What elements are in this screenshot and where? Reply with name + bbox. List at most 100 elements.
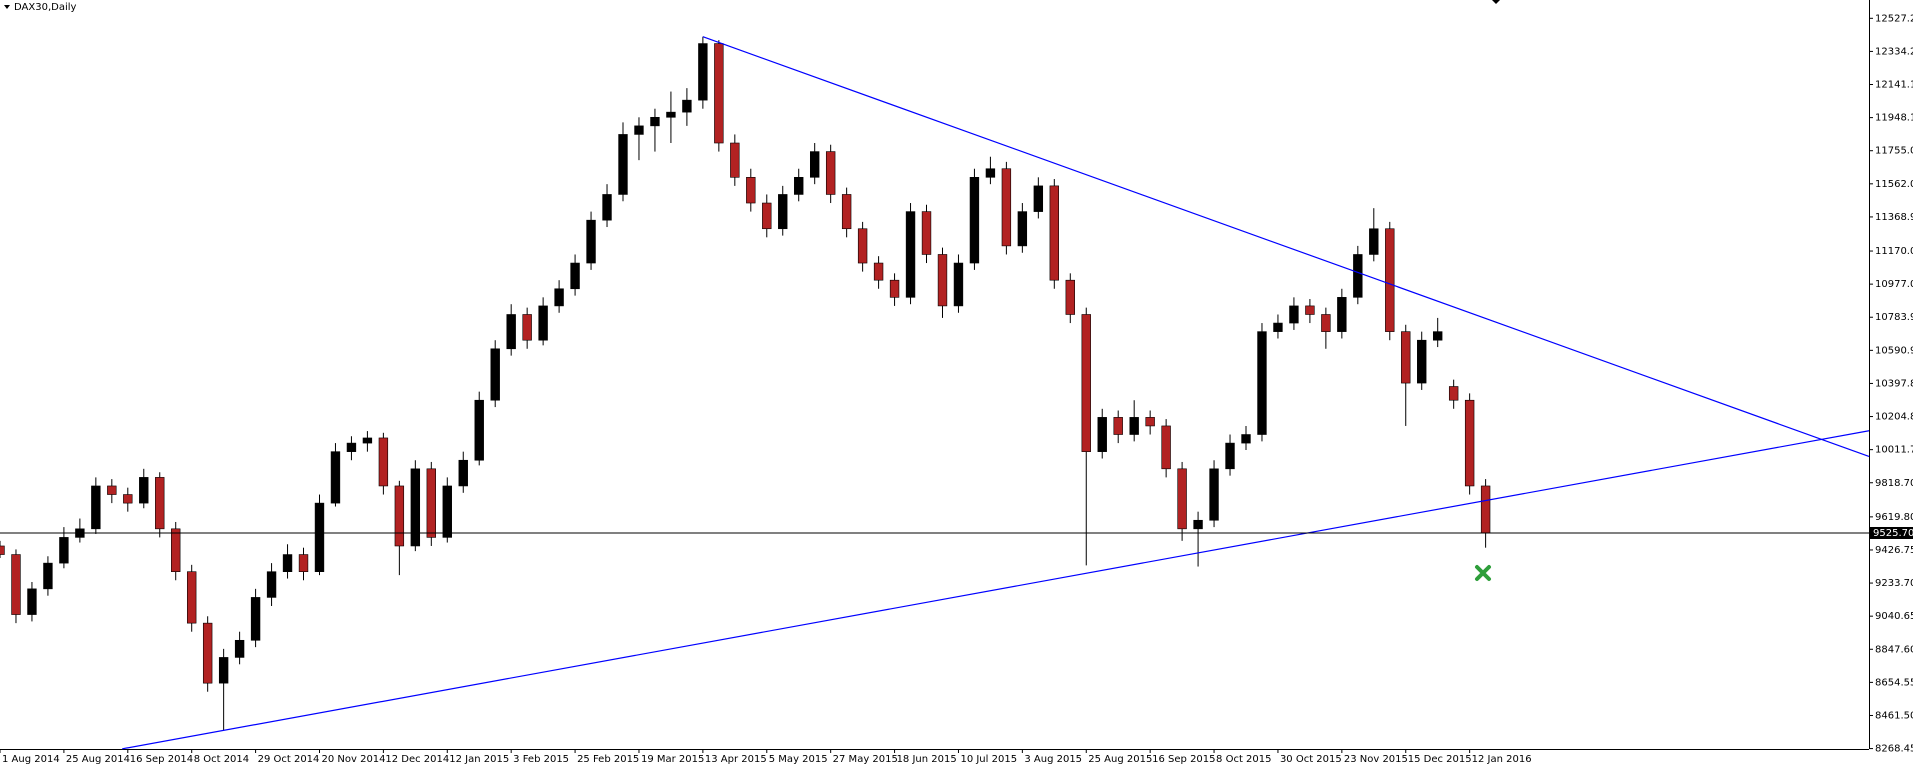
- y-tick-label: 8268.45: [1875, 744, 1913, 755]
- cross-marker: [1475, 565, 1491, 581]
- candle-body: [107, 485, 117, 495]
- candle-body: [714, 43, 724, 144]
- candle-body: [522, 314, 532, 341]
- candle-body: [698, 43, 708, 101]
- candle-body: [873, 262, 884, 281]
- candle-body: [218, 657, 229, 684]
- x-tick-label: 15 Dec 2015: [1408, 754, 1472, 765]
- candle-body: [1129, 417, 1139, 435]
- candle-body: [794, 177, 804, 195]
- x-tick-label: 5 May 2015: [769, 754, 828, 765]
- y-tick-label: 9426.75: [1875, 545, 1913, 556]
- candle-body: [1401, 331, 1411, 384]
- y-tick-label: 11170.00: [1875, 246, 1913, 257]
- x-tick-label: 1 Aug 2014: [2, 754, 60, 765]
- candle-body: [841, 194, 852, 230]
- y-tick-label: 8847.60: [1875, 644, 1913, 655]
- candle-body: [666, 111, 676, 118]
- candle-body: [314, 502, 325, 572]
- y-tick-label: 10783.95: [1875, 312, 1913, 323]
- candle-body: [394, 485, 405, 547]
- y-tick-label: 11948.10: [1875, 113, 1913, 124]
- candle-body: [250, 597, 261, 641]
- y-tick-label: 10977.00: [1875, 279, 1913, 290]
- candle-body: [538, 305, 548, 341]
- candle-body: [458, 459, 468, 487]
- candle-body: [778, 194, 788, 230]
- candle-body: [1113, 417, 1123, 435]
- candle-body: [330, 451, 341, 504]
- candle-body: [362, 437, 373, 444]
- x-tick-label: 27 May 2015: [833, 754, 898, 765]
- candle-body: [1209, 468, 1219, 521]
- candle-body: [139, 477, 149, 504]
- candle-body: [1081, 314, 1091, 452]
- x-tick-label: 12 Jan 2016: [1472, 754, 1532, 765]
- y-tick-label: 10590.90: [1875, 345, 1913, 356]
- y-tick-label: 10011.75: [1875, 445, 1913, 456]
- candle-body: [506, 314, 516, 350]
- candle-body: [1145, 417, 1155, 427]
- candle-body: [1289, 305, 1299, 324]
- candle-body: [1017, 211, 1028, 247]
- y-tick-label: 10397.85: [1875, 378, 1913, 389]
- candle-body: [202, 622, 213, 684]
- candle-body: [123, 494, 133, 504]
- price-label-box: [1870, 526, 1913, 539]
- candle-body: [298, 554, 309, 572]
- x-tick-label: 19 Mar 2015: [641, 754, 704, 765]
- x-tick-label: 16 Sep 2014: [130, 754, 193, 765]
- candle-body: [1225, 442, 1235, 470]
- candle-body: [746, 177, 756, 204]
- candle-body: [1321, 314, 1331, 332]
- candle-body: [1161, 425, 1171, 470]
- candle-body: [1432, 331, 1443, 341]
- x-tick-label: 8 Oct 2015: [1216, 754, 1271, 765]
- candle-body: [426, 468, 437, 538]
- x-tick-label: 12 Jan 2015: [449, 754, 509, 765]
- candle-body: [234, 639, 245, 658]
- price-label: 9525.70: [1873, 528, 1913, 539]
- menu-arrow[interactable]: [4, 5, 10, 9]
- candle-body: [586, 219, 596, 264]
- x-tick-label: 30 Oct 2015: [1280, 754, 1342, 765]
- candle-body: [186, 571, 197, 624]
- x-tick-label: 25 Feb 2015: [577, 754, 639, 765]
- candle-body: [1353, 254, 1363, 298]
- candle-body: [1097, 417, 1107, 452]
- candle-body: [27, 588, 37, 615]
- candle-body: [905, 211, 916, 298]
- x-tick-label: 29 Oct 2014: [258, 754, 320, 765]
- candle-body: [825, 151, 836, 195]
- candle-body: [378, 437, 389, 487]
- candle-body: [730, 142, 740, 178]
- candle-body: [650, 116, 660, 127]
- candle-body: [1001, 168, 1012, 247]
- candle-body: [1065, 279, 1075, 315]
- x-tick-label: 3 Aug 2015: [1024, 754, 1082, 765]
- candle-body: [91, 485, 101, 530]
- x-tick-label: 23 Nov 2015: [1344, 754, 1408, 765]
- x-tick-label: 16 Sep 2015: [1152, 754, 1215, 765]
- candle-body: [1464, 399, 1475, 487]
- candle-body: [1480, 485, 1491, 534]
- candle-body: [953, 262, 964, 307]
- candle-body: [570, 262, 580, 290]
- y-tick-label: 8461.50: [1875, 710, 1913, 721]
- object-marker: [1492, 0, 1500, 4]
- candle-body: [1257, 331, 1267, 435]
- candle-body: [762, 202, 772, 230]
- y-tick-label: 12141.15: [1875, 80, 1913, 91]
- y-tick-label: 9818.70: [1875, 478, 1913, 489]
- y-tick-label: 11755.05: [1875, 146, 1913, 157]
- y-tick-label: 9619.80: [1875, 512, 1913, 523]
- y-tick-label: 9040.65: [1875, 611, 1913, 622]
- x-tick-label: 10 Jul 2015: [960, 754, 1017, 765]
- candle-body: [171, 528, 181, 572]
- candle-body: [282, 554, 293, 572]
- candle-body: [889, 279, 900, 298]
- y-tick-label: 9233.70: [1875, 578, 1913, 589]
- candle-body: [490, 348, 500, 401]
- candle-body: [442, 485, 452, 538]
